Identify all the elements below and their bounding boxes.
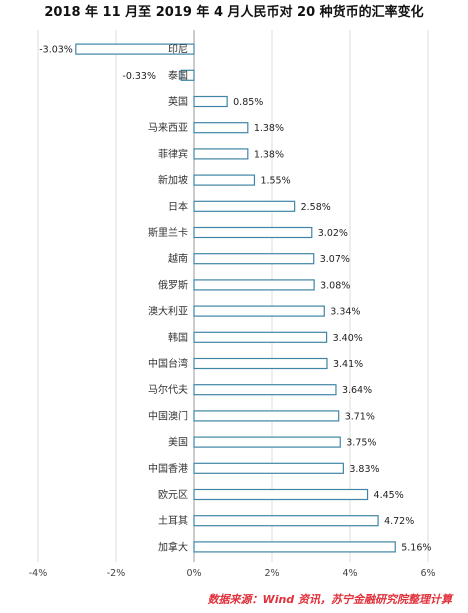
x-tick-label: 2% [264, 568, 279, 579]
bar [193, 279, 315, 291]
x-tick-label: 0% [186, 568, 201, 579]
bar [193, 200, 296, 212]
value-label: 5.16% [401, 542, 431, 553]
category-label: 俄罗斯 [158, 278, 188, 291]
bar [193, 95, 228, 108]
label-layer: 印尼 -3.03% 泰国 -0.33% 英国 0.85% 马来西亚 1.38% 菲律宾 1.38%… [39, 44, 431, 554]
grid-layer [37, 30, 429, 562]
value-label: 3.75% [346, 438, 376, 449]
category-label: 菲律宾 [158, 147, 188, 160]
category-label: 马尔代夫 [148, 383, 188, 396]
value-label: 3.40% [333, 333, 363, 344]
category-label: 加拿大 [158, 540, 188, 553]
category-label: 越南 [168, 252, 188, 265]
x-tick-label: 6% [420, 568, 435, 579]
value-label: 3.08% [320, 280, 350, 291]
value-label: 3.64% [342, 385, 372, 396]
bar [180, 69, 195, 81]
bar [193, 436, 341, 448]
value-label: 4.45% [374, 490, 404, 501]
category-label: 美国 [168, 436, 188, 449]
x-tick-label: 4% [342, 568, 357, 579]
value-label: 2.58% [301, 202, 331, 213]
source-note: 数据来源：Wind 资讯，苏宁金融研究院整理计算 [208, 593, 454, 606]
bar [193, 384, 337, 396]
category-label: 中国台湾 [148, 357, 188, 370]
value-label: 3.41% [333, 359, 363, 370]
value-label: 1.38% [254, 123, 284, 134]
bar [193, 410, 340, 422]
chart-title: 2018 年 11 月至 2019 年 4 月人民币对 20 种货币的汇率变化 [44, 4, 423, 20]
category-label: 土耳其 [158, 514, 188, 527]
bar [193, 305, 325, 317]
category-label: 泰国 [168, 69, 188, 82]
x-tick-label: -2% [107, 568, 126, 579]
bar [193, 226, 313, 239]
category-label: 日本 [168, 200, 188, 213]
category-label: 印尼 [168, 44, 188, 56]
bar [193, 122, 249, 134]
value-label: 4.72% [384, 516, 414, 527]
value-label: 1.38% [254, 149, 284, 160]
bar [193, 488, 369, 501]
category-label: 澳大利亚 [148, 305, 188, 318]
category-label: 中国澳门 [148, 409, 188, 422]
bar [193, 331, 328, 343]
category-label: 新加坡 [158, 174, 188, 187]
category-label: 斯里兰卡 [148, 226, 188, 239]
value-label: 0.85% [233, 97, 263, 108]
category-label: 中国香港 [148, 462, 188, 475]
value-label: 3.83% [349, 464, 379, 475]
value-label: 3.71% [345, 411, 375, 422]
value-label: 1.55% [260, 176, 290, 187]
category-label: 马来西亚 [148, 122, 188, 134]
bar-layer [75, 43, 396, 553]
bar [193, 515, 379, 527]
value-label: 3.02% [318, 228, 348, 239]
tick-layer: -4% -2% 0% 2% 4% 6% [29, 568, 436, 579]
bar [193, 148, 249, 160]
value-label: -3.03% [39, 45, 73, 56]
bar [193, 357, 328, 370]
bar [193, 253, 315, 265]
bar [193, 541, 396, 553]
category-label: 英国 [168, 95, 188, 108]
category-label: 欧元区 [158, 489, 188, 501]
value-label: 3.34% [330, 307, 360, 318]
category-label: 韩国 [168, 331, 188, 344]
x-tick-label: -4% [29, 568, 48, 579]
bar [193, 462, 344, 474]
bar [75, 43, 195, 55]
value-label: -0.33% [122, 71, 156, 82]
bar [193, 174, 256, 186]
value-label: 3.07% [320, 254, 350, 265]
